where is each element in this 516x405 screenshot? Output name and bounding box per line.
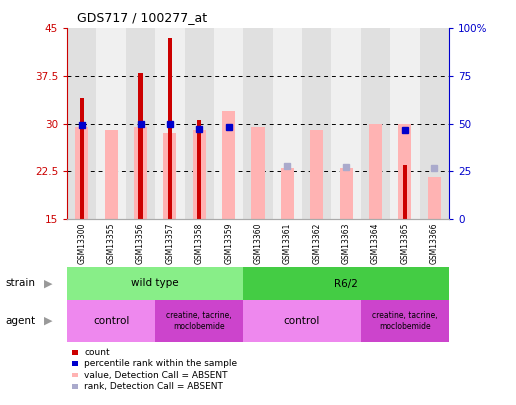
Text: GSM13360: GSM13360 [253, 222, 263, 264]
Text: ▶: ▶ [44, 316, 52, 326]
Bar [75, 127, 88, 219]
Text: ▶: ▶ [44, 279, 52, 288]
Text: GSM13355: GSM13355 [107, 222, 116, 264]
Bar [185, 28, 214, 219]
Text: GSM13363: GSM13363 [342, 222, 350, 264]
Bar [390, 28, 420, 219]
Bar [197, 120, 201, 219]
Bar [79, 98, 84, 219]
Text: GSM13365: GSM13365 [400, 222, 409, 264]
Bar [214, 28, 244, 219]
Text: R6/2: R6/2 [334, 279, 358, 288]
Bar [168, 38, 172, 219]
Text: GSM13356: GSM13356 [136, 222, 145, 264]
Bar [126, 28, 155, 219]
Bar [134, 127, 147, 219]
Text: count: count [84, 348, 110, 357]
Bar [398, 124, 411, 219]
Text: GSM13357: GSM13357 [166, 222, 174, 264]
Text: value, Detection Call = ABSENT: value, Detection Call = ABSENT [84, 371, 228, 379]
Bar [138, 73, 143, 219]
Bar [281, 168, 294, 219]
Text: wild type: wild type [132, 279, 179, 288]
Bar [310, 130, 324, 219]
Text: strain: strain [5, 279, 35, 288]
Bar [192, 130, 206, 219]
Bar [272, 28, 302, 219]
Bar [251, 127, 265, 219]
Text: control: control [284, 316, 320, 326]
Text: GSM13300: GSM13300 [77, 222, 86, 264]
Bar [402, 165, 407, 219]
Bar [420, 28, 449, 219]
Bar [331, 28, 361, 219]
Text: agent: agent [5, 316, 35, 326]
Text: control: control [93, 316, 130, 326]
Bar [428, 177, 441, 219]
Bar [361, 28, 390, 219]
Bar [302, 28, 331, 219]
Text: rank, Detection Call = ABSENT: rank, Detection Call = ABSENT [84, 382, 223, 391]
Bar [222, 111, 235, 219]
Text: creatine, tacrine,
moclobemide: creatine, tacrine, moclobemide [372, 311, 438, 330]
Text: GSM13364: GSM13364 [371, 222, 380, 264]
Text: GDS717 / 100277_at: GDS717 / 100277_at [77, 11, 207, 24]
Text: GSM13359: GSM13359 [224, 222, 233, 264]
Bar [163, 133, 176, 219]
Bar [369, 124, 382, 219]
Bar [67, 28, 96, 219]
Bar [244, 28, 272, 219]
Bar [96, 28, 126, 219]
Text: GSM13358: GSM13358 [195, 222, 204, 264]
Text: creatine, tacrine,
moclobemide: creatine, tacrine, moclobemide [167, 311, 232, 330]
Text: percentile rank within the sample: percentile rank within the sample [84, 359, 237, 368]
Text: GSM13362: GSM13362 [312, 222, 321, 264]
Bar [105, 130, 118, 219]
Text: GSM13361: GSM13361 [283, 222, 292, 264]
Bar [155, 28, 185, 219]
Bar [340, 168, 353, 219]
Text: GSM13366: GSM13366 [430, 222, 439, 264]
